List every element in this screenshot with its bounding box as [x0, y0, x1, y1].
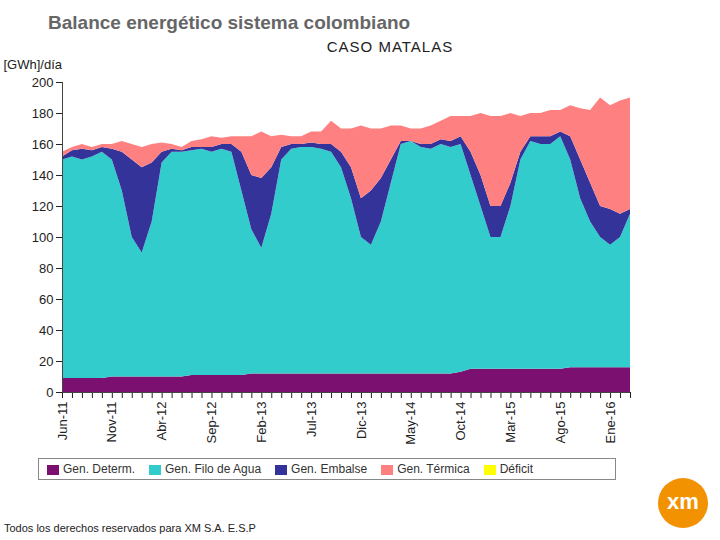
svg-text:Abr-12: Abr-12	[154, 402, 169, 441]
svg-text:120: 120	[32, 199, 54, 214]
svg-text:160: 160	[32, 137, 54, 152]
html-text:Gen. Determ.: Gen. Determ.	[63, 462, 135, 476]
svg-text:60: 60	[39, 292, 53, 307]
svg-text:Oct-14: Oct-14	[453, 402, 468, 441]
svg-text:Nov-11: Nov-11	[104, 402, 119, 443]
svg-text:80: 80	[39, 261, 53, 276]
html-text:Déficit: Déficit	[499, 462, 533, 476]
svg-text:[GWh]/día: [GWh]/día	[4, 57, 63, 72]
html-text:Gen. Térmica: Gen. Térmica	[397, 462, 470, 476]
svg-text:40: 40	[39, 323, 53, 338]
html-text:Gen. Filo de Agua: Gen. Filo de Agua	[165, 462, 262, 476]
html-text:xm: xm	[667, 489, 699, 514]
svg-text:Feb-13: Feb-13	[254, 402, 269, 443]
svg-text:Dic-13: Dic-13	[354, 402, 369, 440]
svg-text:Jun-11: Jun-11	[55, 402, 70, 441]
svg-text:Mar-15: Mar-15	[503, 402, 518, 443]
svg-text:Ago-15: Ago-15	[553, 402, 568, 444]
html-text:CASO MATALAS: CASO MATALAS	[326, 38, 454, 55]
html-text:Balance energético sistema col: Balance energético sistema colombiano	[48, 12, 411, 33]
svg-text:May-14: May-14	[403, 402, 418, 445]
svg-text:140: 140	[32, 168, 54, 183]
html-text:Todos los derechos reservados: Todos los derechos reservados para XM S.…	[4, 522, 256, 534]
svg-text:0: 0	[46, 385, 53, 400]
html-text:Gen. Embalse: Gen. Embalse	[291, 462, 368, 476]
svg-text:Sep-12: Sep-12	[204, 402, 219, 444]
svg-text:Ene-16: Ene-16	[603, 402, 618, 444]
svg-text:180: 180	[32, 106, 54, 121]
svg-text:200: 200	[32, 75, 54, 90]
svg-text:Jul-13: Jul-13	[304, 402, 319, 437]
svg-text:100: 100	[32, 230, 54, 245]
svg-text:20: 20	[39, 354, 53, 369]
